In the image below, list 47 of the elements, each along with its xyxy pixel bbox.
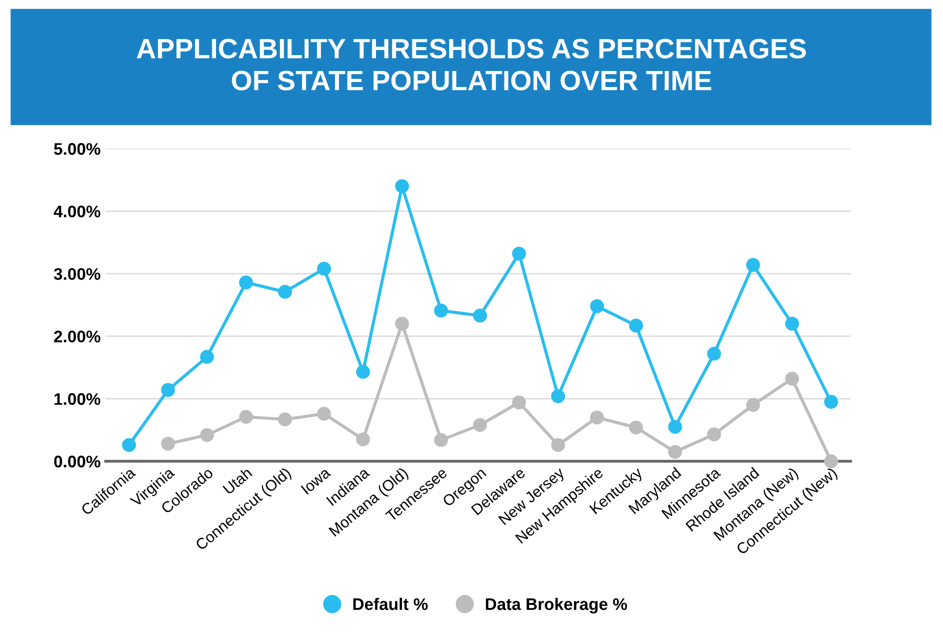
point: [707, 346, 722, 361]
point: [473, 418, 487, 432]
point: [707, 427, 722, 442]
y-tick-label: 3.00%: [54, 268, 100, 280]
point: [629, 420, 644, 434]
point: [473, 308, 487, 323]
point: [668, 420, 682, 434]
chart-title: APPLICABILITY THRESHOLDS AS PERCENTAGES OF STATE POPULATION OVER TIME: [136, 38, 806, 90]
point: [512, 246, 526, 261]
y-tick-label: 2.00%: [54, 330, 100, 342]
point: [317, 262, 331, 276]
point: [278, 284, 292, 299]
point: [317, 406, 331, 421]
point: [395, 179, 409, 194]
point: [395, 316, 409, 331]
point: [824, 454, 838, 468]
point: [122, 438, 136, 452]
point: [434, 304, 448, 318]
point: [590, 299, 604, 314]
point: [512, 396, 526, 410]
y-tick-label: 5.00%: [54, 143, 100, 155]
point: [239, 276, 253, 290]
point: [785, 316, 800, 331]
point: [356, 364, 370, 379]
point: [278, 412, 292, 426]
point: [551, 438, 566, 452]
point: [200, 350, 214, 364]
point: [434, 433, 448, 447]
x-tick-label: Utah: [222, 466, 252, 495]
point: [161, 383, 175, 397]
point: [824, 394, 838, 409]
point: [551, 389, 566, 404]
point: [746, 398, 760, 412]
legend-label: Data Brokerage %: [486, 598, 628, 614]
y-tick-label: 1.00%: [54, 393, 100, 405]
point: [239, 410, 253, 424]
point: [200, 428, 214, 442]
y-tick-label: 0.00%: [54, 456, 100, 468]
point: [356, 432, 370, 446]
point: [629, 318, 644, 333]
point: [746, 258, 760, 272]
point: [785, 372, 800, 386]
point: [590, 410, 604, 424]
y-tick-label: 4.00%: [54, 206, 100, 218]
point: [668, 444, 682, 459]
point: [161, 436, 175, 451]
legend-label: Default %: [353, 598, 428, 610]
